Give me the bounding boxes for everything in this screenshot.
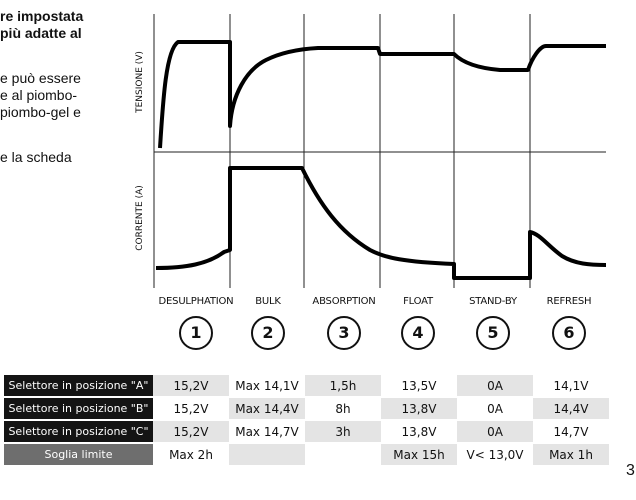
stage-number-1: 1 — [179, 316, 213, 350]
table-row: Soglia limite Max 2h Max 15h V< 13,0V Ma… — [4, 443, 609, 467]
stage-label-stand-by: STAND-BY — [469, 296, 517, 307]
stage-number-5: 5 — [476, 316, 510, 350]
row-header-a: Selettore in posizione "A" — [4, 375, 153, 398]
intro-text-line-1: e può essere — [0, 70, 81, 86]
stage-label-float: FLOAT — [403, 296, 433, 307]
charging-curve-chart: TENSIONE (V) CORRENTE (A) — [135, 14, 607, 288]
intro-heading-line-2: più adatte al — [0, 25, 82, 41]
voltage-curve — [158, 40, 606, 149]
intro-text-line-3: piombo-gel e — [0, 104, 81, 120]
table-cell: 13,5V — [381, 375, 457, 398]
table-cell: 0A — [457, 420, 533, 444]
table-cell: Max 14,7V — [229, 420, 305, 444]
row-header-b: Selettore in posizione "B" — [4, 397, 153, 421]
stage-label-absorption: ABSORPTION — [312, 296, 376, 307]
table-cell: 3h — [305, 420, 381, 444]
table-cell — [229, 443, 305, 467]
row-header-c: Selettore in posizione "C" — [4, 420, 153, 444]
stage-number-4: 4 — [401, 316, 435, 350]
table-cell: 0A — [457, 375, 533, 398]
stage-number-3: 3 — [327, 316, 361, 350]
stage-label-bulk: BULK — [255, 296, 281, 307]
table-cell: 14,7V — [533, 420, 609, 444]
stage-label-refresh: REFRESH — [546, 296, 592, 307]
voltage-axis-label: TENSIONE (V) — [135, 51, 145, 114]
table-cell: Max 14,4V — [229, 397, 305, 421]
table-cell: 1,5h — [305, 375, 381, 398]
row-header-limit: Soglia limite — [4, 443, 153, 467]
table-cell: V< 13,0V — [457, 443, 533, 467]
table-cell — [305, 443, 381, 467]
table-row: Selettore in posizione "A" 15,2V Max 14,… — [4, 375, 609, 398]
intro-text-line-4: e la scheda — [0, 149, 72, 165]
intro-heading-line-1: re impostata — [0, 8, 84, 24]
table-cell: 13,8V — [381, 420, 457, 444]
table-cell: 14,1V — [533, 375, 609, 398]
current-axis-label: CORRENTE (A) — [135, 185, 145, 251]
stage-number-2: 2 — [251, 316, 285, 350]
table-cell: 0A — [457, 397, 533, 421]
table-cell: Max 14,1V — [229, 375, 305, 398]
table-cell: 15,2V — [153, 420, 229, 444]
intro-text-line-2: e al piombo- — [0, 87, 78, 103]
charge-settings-table: Selettore in posizione "A" 15,2V Max 14,… — [4, 375, 609, 467]
table-cell: 14,4V — [533, 397, 609, 421]
table-row: Selettore in posizione "C" 15,2V Max 14,… — [4, 420, 609, 444]
table-cell: 8h — [305, 397, 381, 421]
table-cell: Max 1h — [533, 443, 609, 467]
table-cell: Max 2h — [153, 443, 229, 467]
table-row: Selettore in posizione "B" 15,2V Max 14,… — [4, 397, 609, 421]
stage-label-desulphation: DESULPHATION — [158, 296, 234, 307]
current-curve — [155, 166, 607, 280]
table-cell: Max 15h — [381, 443, 457, 467]
table-cell: 13,8V — [381, 397, 457, 421]
page-number: 3 — [626, 462, 635, 479]
stage-number-6: 6 — [552, 316, 586, 350]
table-cell: 15,2V — [153, 375, 229, 398]
table-cell: 15,2V — [153, 397, 229, 421]
